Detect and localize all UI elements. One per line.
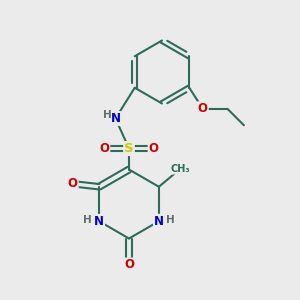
Text: H: H (166, 215, 175, 225)
Text: N: N (110, 112, 121, 125)
Text: CH₃: CH₃ (171, 164, 190, 174)
Text: H: H (103, 110, 112, 120)
Text: O: O (68, 177, 78, 190)
Text: N: N (94, 215, 104, 228)
Text: H: H (83, 215, 92, 225)
Text: N: N (154, 215, 164, 228)
Text: O: O (99, 142, 110, 155)
Text: S: S (124, 142, 134, 155)
Text: O: O (148, 142, 159, 155)
Text: O: O (124, 258, 134, 272)
Text: O: O (198, 102, 208, 115)
